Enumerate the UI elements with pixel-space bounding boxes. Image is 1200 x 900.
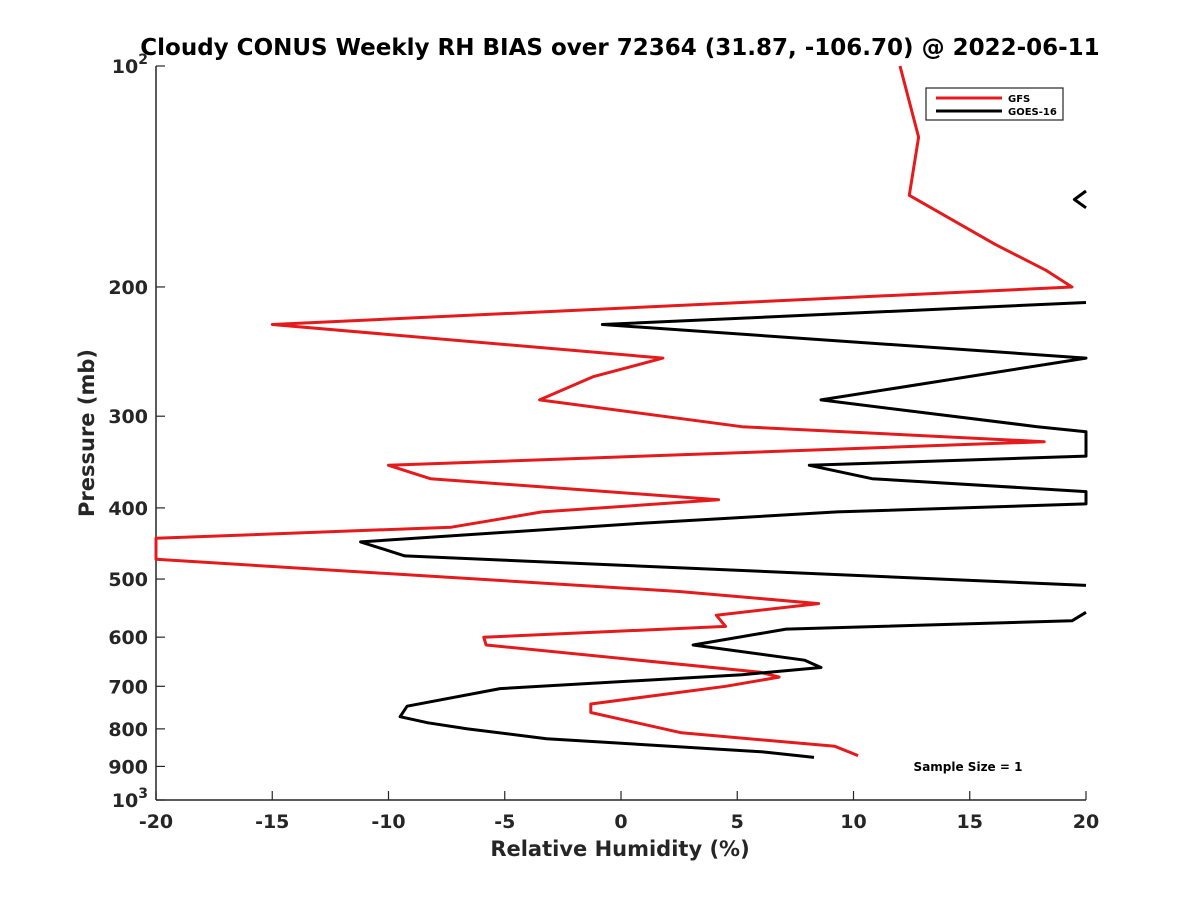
y-tick-label-base: 800 (108, 719, 148, 741)
y-axis-label: Pressure (mb) (75, 349, 99, 517)
y-tick-label-base: 300 (108, 406, 148, 428)
y-tick-label: 500 (108, 569, 148, 591)
y-tick-label: 900 (108, 756, 148, 778)
x-tick-label: 20 (1073, 811, 1099, 833)
y-tick-label: 200 (108, 277, 148, 299)
chart-title: Cloudy CONUS Weekly RH BIAS over 72364 (… (140, 35, 1099, 61)
sample-size-note: Sample Size = 1 (914, 760, 1023, 774)
y-tick-label-base: 900 (108, 756, 148, 778)
x-tick-label: -10 (371, 811, 405, 833)
y-tick-label-base: 200 (108, 277, 148, 299)
y-tick-label: 700 (108, 676, 148, 698)
y-tick-label: 800 (108, 719, 148, 741)
y-tick-label: 400 (108, 498, 148, 520)
y-tick-label-base: 600 (108, 627, 148, 649)
x-tick-label: -20 (139, 811, 173, 833)
x-tick-label: 5 (731, 811, 744, 833)
tick-marks (155, 65, 1087, 801)
y-tick-label: 103 (112, 786, 148, 812)
x-tick-label: -15 (255, 811, 289, 833)
y-tick-label: 102 (112, 52, 148, 78)
x-tick-label: 0 (614, 811, 627, 833)
y-tick-label-base: 10 (112, 790, 138, 812)
y-tick-label-exponent: 3 (138, 786, 148, 802)
x-tick-label: 15 (957, 811, 983, 833)
legend-box (925, 87, 1064, 121)
legend-label: GFS (1008, 94, 1030, 105)
legend-label: GOES-16 (1008, 107, 1057, 118)
y-tick-label: 300 (108, 406, 148, 428)
x-tick-label: -5 (494, 811, 515, 833)
x-axis-label: Relative Humidity (%) (490, 837, 749, 861)
y-tick-label-exponent: 2 (138, 52, 148, 68)
plot-lines (154, 65, 1088, 759)
y-tick-label-base: 700 (108, 676, 148, 698)
y-tick-label: 600 (108, 627, 148, 649)
legend: GFS GOES-16 (925, 87, 1064, 121)
y-tick-label-base: 10 (112, 56, 138, 78)
y-tick-label-base: 400 (108, 498, 148, 520)
y-tick-label-base: 500 (108, 569, 148, 591)
x-tick-label: 10 (840, 811, 866, 833)
